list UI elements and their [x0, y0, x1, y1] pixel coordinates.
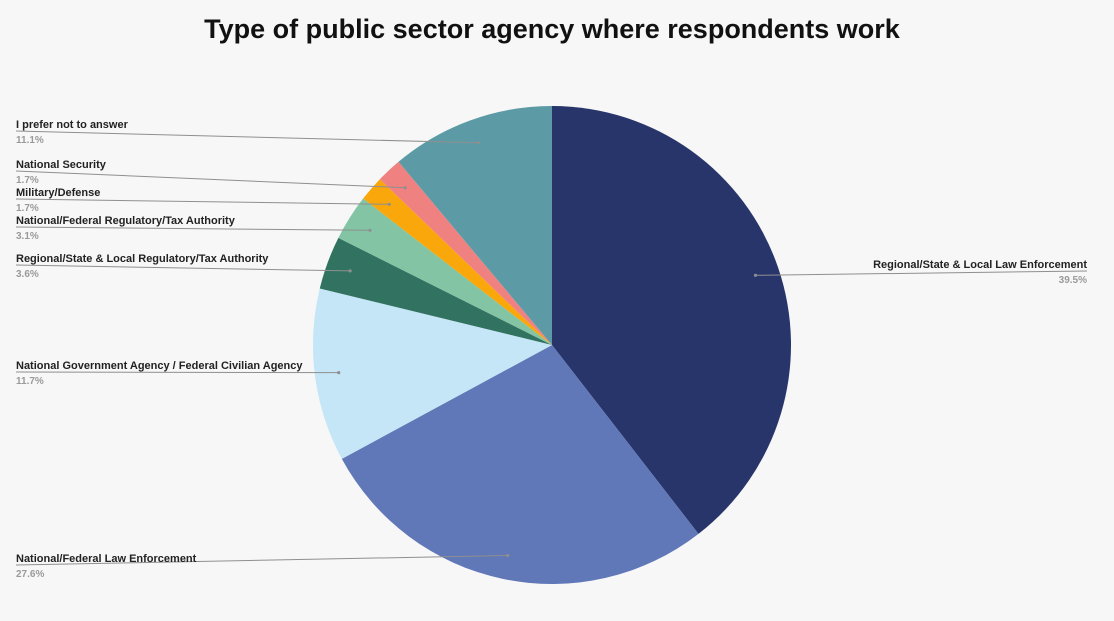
- pie-slice: [552, 106, 791, 534]
- chart-title: Type of public sector agency where respo…: [204, 14, 900, 44]
- pie-slice: [363, 179, 552, 345]
- slice-value-label: 11.1%: [16, 135, 44, 146]
- leader-dot: [476, 141, 481, 145]
- leader-line: [15, 170, 406, 189]
- slice-value-label: 1.7%: [16, 203, 39, 214]
- slice-label: Military/Defense: [16, 187, 100, 199]
- pie-slice: [341, 345, 699, 585]
- slice-value-label: 3.6%: [16, 269, 39, 280]
- slice-value-label: 11.7%: [16, 376, 44, 387]
- pie-slice: [312, 288, 552, 459]
- leader-dot: [348, 269, 352, 273]
- leader-line: [15, 226, 371, 231]
- leader-dot: [368, 228, 372, 232]
- slice-label: National Government Agency / Federal Civ…: [16, 360, 303, 372]
- leader-line: [15, 371, 339, 374]
- slice-value-label: 1.7%: [16, 175, 39, 186]
- leader-line: [15, 198, 390, 205]
- slice-value-label: 27.6%: [16, 569, 44, 580]
- pie-slice: [319, 237, 552, 345]
- leader-dot: [337, 371, 341, 375]
- leader-line: [15, 130, 479, 144]
- slice-label: I prefer not to answer: [16, 119, 129, 131]
- slice-label: National Security: [16, 159, 107, 171]
- slice-label: Regional/State & Local Regulatory/Tax Au…: [16, 253, 269, 265]
- slice-value-label: 3.1%: [16, 231, 39, 242]
- pie-slice: [379, 161, 552, 345]
- leader-line: [755, 270, 1088, 276]
- leader-line: [15, 555, 508, 566]
- leader-dot: [403, 186, 407, 190]
- leader-dot: [753, 273, 758, 277]
- pie-slice: [338, 198, 552, 345]
- leader-dot: [387, 202, 391, 206]
- slice-label: National/Federal Regulatory/Tax Authorit…: [16, 215, 236, 227]
- slice-label: Regional/State & Local Law Enforcement: [873, 259, 1087, 271]
- leader-line: [15, 264, 351, 272]
- pie-slice: [398, 106, 552, 345]
- slice-label: National/Federal Law Enforcement: [16, 553, 197, 565]
- slice-value-label: 39.5%: [1059, 275, 1087, 286]
- leader-dot: [506, 553, 510, 558]
